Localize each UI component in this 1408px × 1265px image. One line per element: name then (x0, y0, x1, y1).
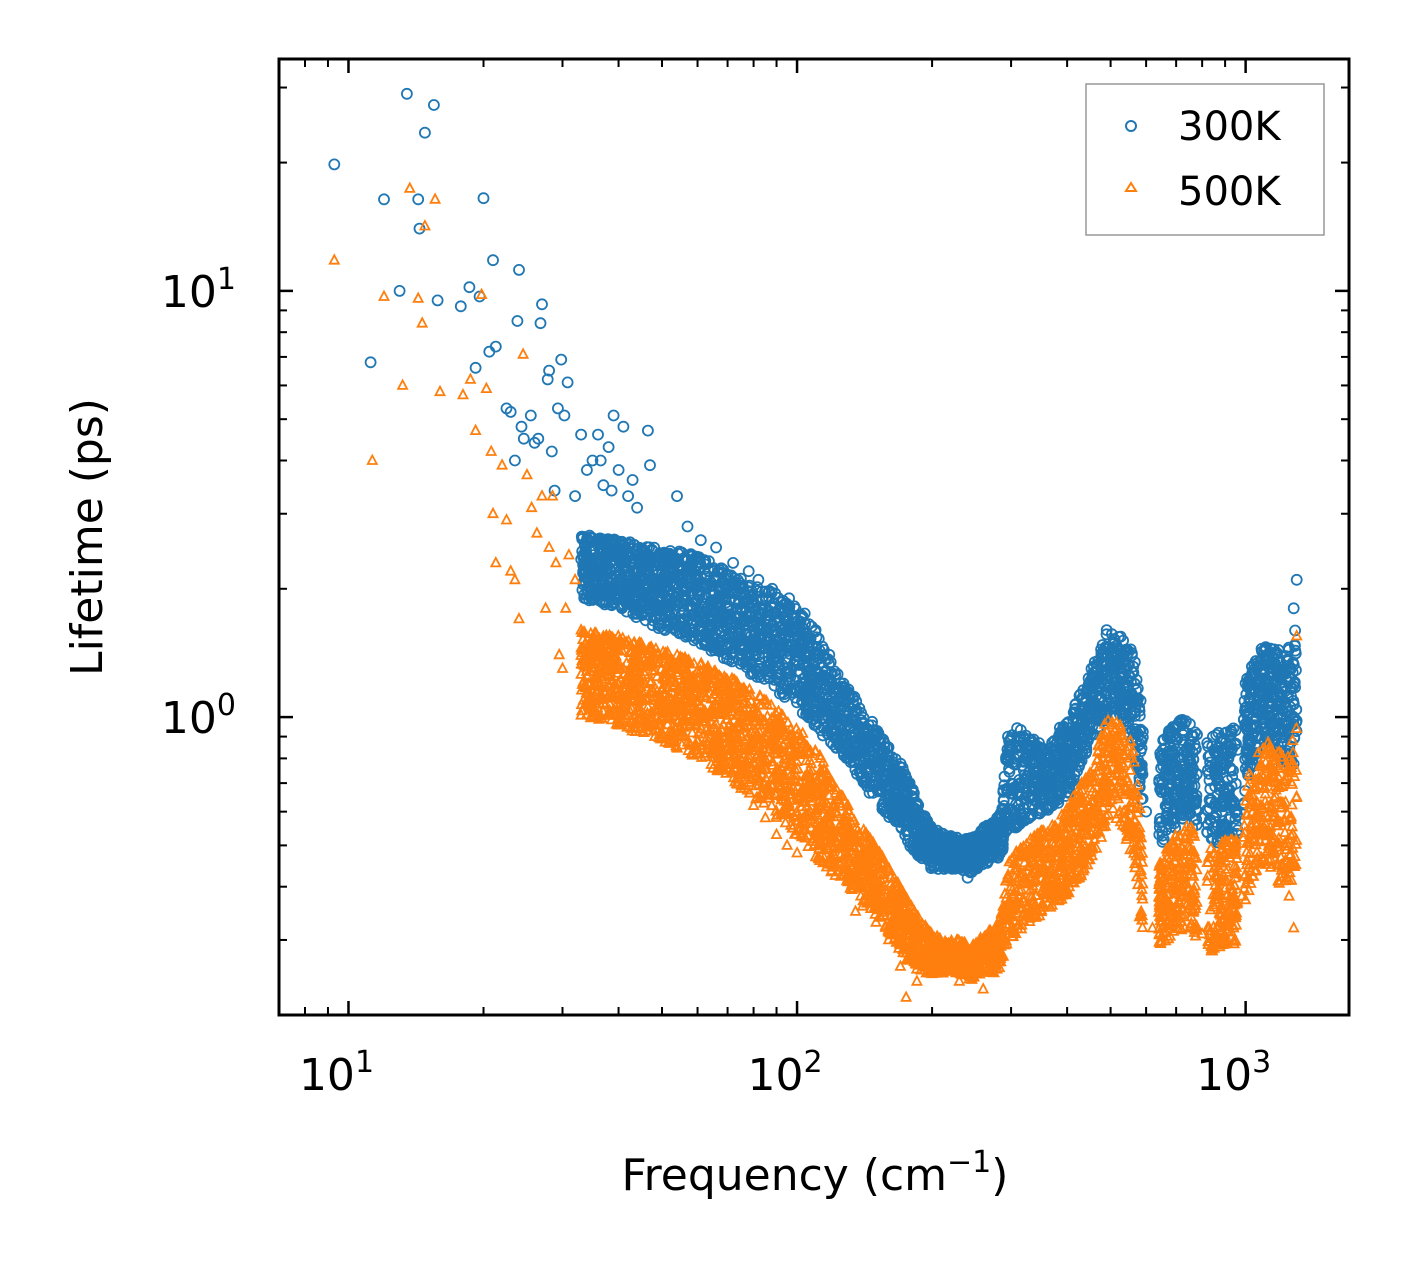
point-300k (1100, 628, 1113, 641)
scatter-points (328, 87, 1303, 1002)
